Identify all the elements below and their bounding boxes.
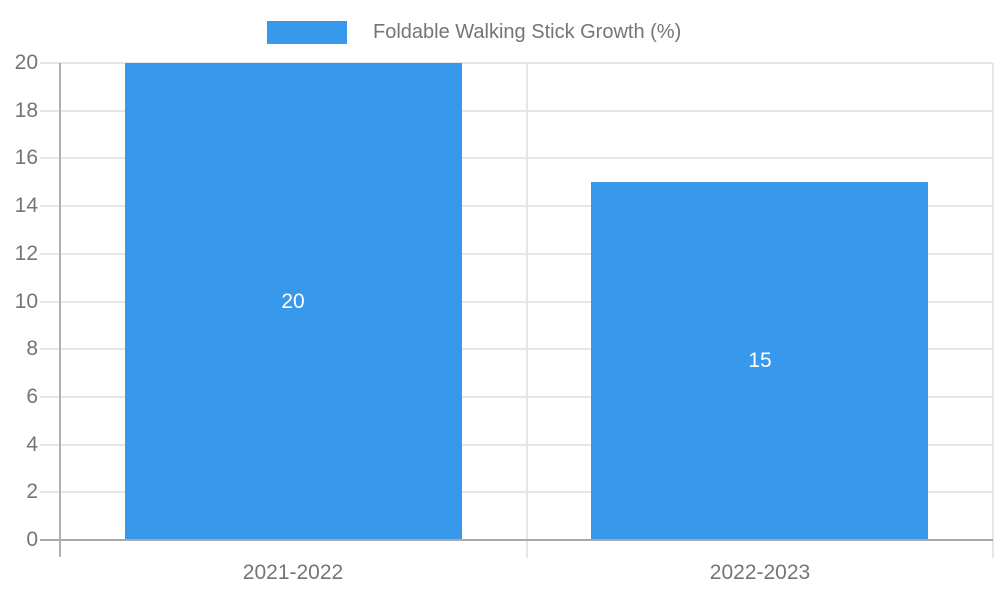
bar-2021-2022[interactable] xyxy=(125,63,462,539)
y-axis-tick-label: 2 xyxy=(26,480,38,503)
y-gridline xyxy=(40,253,993,255)
plot-area: 0 2 4 6 8 10 12 14 16 18 20 20 2021-2022 15 2022-2023 xyxy=(15,52,994,584)
legend-label: Foldable Walking Stick Growth (%) xyxy=(373,20,682,43)
x-axis-category-label: 2021-2022 xyxy=(242,561,344,584)
bar-value-label: 20 xyxy=(281,290,305,313)
x-gridline xyxy=(526,63,528,558)
y-gridline xyxy=(40,205,993,207)
y-axis-tick-label: 0 xyxy=(26,528,38,551)
y-axis-tick-label: 8 xyxy=(26,337,38,360)
y-axis-tick-label: 20 xyxy=(14,51,38,74)
y-axis-tick-label: 18 xyxy=(14,99,38,122)
y-gridline xyxy=(40,396,993,398)
y-axis-tick-label: 6 xyxy=(26,385,38,408)
y-axis-tick-label: 10 xyxy=(14,290,38,313)
bar-value-label: 15 xyxy=(748,349,772,372)
y-gridline xyxy=(40,110,993,112)
y-gridline xyxy=(40,301,993,303)
y-axis-tick-label: 12 xyxy=(14,242,38,265)
y-gridline xyxy=(40,491,993,493)
y-axis-tick-label: 4 xyxy=(26,433,38,456)
legend-swatch xyxy=(267,20,347,44)
y-gridline xyxy=(40,444,993,446)
y-gridline xyxy=(40,348,993,350)
y-axis-tick-label: 16 xyxy=(14,146,38,169)
x-gridline xyxy=(992,63,994,558)
chart-legend: Foldable Walking Stick Growth (%) xyxy=(267,20,681,44)
x-axis-line xyxy=(40,539,993,541)
y-gridline xyxy=(40,157,993,159)
y-axis-line xyxy=(59,63,61,557)
y-gridline xyxy=(40,62,993,64)
x-axis-category-label: 2022-2023 xyxy=(709,561,811,584)
bar-2022-2023[interactable] xyxy=(591,182,928,539)
y-axis-tick-label: 14 xyxy=(14,194,38,217)
